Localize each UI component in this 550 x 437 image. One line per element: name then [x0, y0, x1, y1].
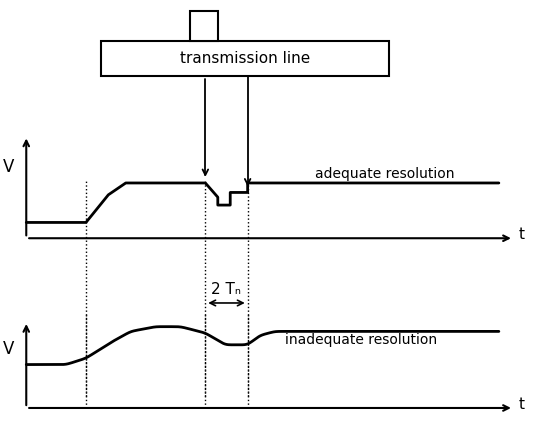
Bar	[190, 11, 218, 41]
Text: t: t	[518, 396, 524, 412]
Text: V: V	[3, 340, 14, 358]
Text: V: V	[3, 158, 14, 176]
Text: 2 Tₙ: 2 Tₙ	[212, 282, 241, 298]
Bar	[101, 41, 389, 76]
Text: inadequate resolution: inadequate resolution	[285, 333, 437, 347]
Text: t: t	[518, 227, 524, 242]
Text: adequate resolution: adequate resolution	[315, 166, 454, 180]
Text: transmission line: transmission line	[180, 51, 310, 66]
